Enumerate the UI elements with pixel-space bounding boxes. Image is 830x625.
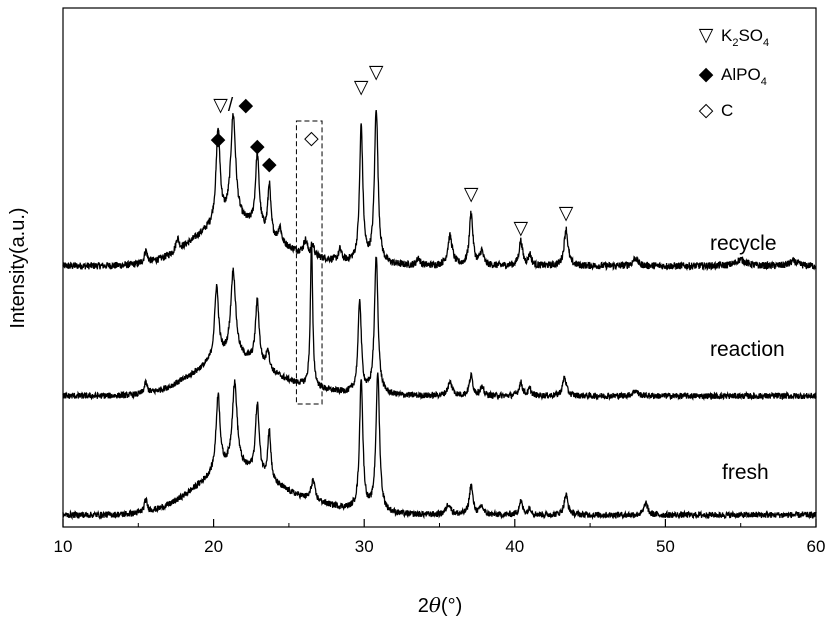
k2so4-peak-40-4: ▽ — [514, 218, 529, 239]
x-tick-label-20: 20 — [204, 537, 223, 556]
series-label-reaction: reaction — [710, 338, 785, 361]
mixed-peak-21-3: ▽/ ◆ — [213, 95, 253, 116]
x-axis-label-symbol: θ — [429, 593, 441, 617]
legend-item-2: ◇ C — [699, 100, 734, 121]
legend-symbol-2: ◇ — [699, 100, 714, 121]
x-axis-label-unit: (°) — [441, 595, 462, 617]
legend-text-1: AlPO4 — [721, 65, 767, 88]
k2so4-peak-29-8: ▽ — [354, 77, 369, 98]
x-tick-label-50: 50 — [656, 537, 675, 556]
x-tick-label-40: 40 — [505, 537, 524, 556]
series-line-recycle — [62, 110, 817, 272]
legend-text-2: C — [721, 101, 733, 120]
legend-text-part: 4 — [761, 76, 767, 88]
x-axis-label-prefix: 2 — [418, 595, 429, 617]
y-axis-label: Intensity(a.u.) — [7, 207, 29, 328]
legend-text-part: 2 — [732, 37, 738, 49]
series-line-reaction — [62, 241, 817, 402]
series-line-fresh — [62, 372, 817, 521]
alpo4-peak-22-9: ◆ — [250, 136, 265, 157]
legend-symbol-0: ▽ — [699, 25, 714, 46]
legend-text-part: 4 — [763, 37, 769, 49]
carbon-highlight-box — [295, 120, 323, 405]
series-label-fresh: fresh — [722, 461, 769, 484]
x-tick-label-10: 10 — [54, 537, 73, 556]
legend-text-part: SO — [738, 26, 763, 45]
k2so4-peak-37-1: ▽ — [464, 184, 479, 205]
legend: ▽ K2SO4◆ AlPO4◇ C — [699, 25, 769, 121]
annotation-layer: ▽▽▽▽▽▽/ ◆◆ ◆◆◇ — [211, 62, 574, 239]
carbon-peak-26-5: ◇ — [304, 128, 319, 149]
series-label-layer: recycle reaction fresh — [710, 232, 785, 484]
legend-item-0: ▽ K2SO4 — [699, 25, 769, 49]
x-axis: 10 20 30 40 50 60 — [54, 519, 826, 556]
legend-text-part: AlPO — [721, 65, 761, 84]
legend-symbol-1: ◆ — [699, 64, 714, 85]
alpo4-peak-20-3: ◆ — [211, 129, 226, 150]
x-tick-label-60: 60 — [807, 537, 826, 556]
series-label-recycle: recycle — [710, 232, 777, 255]
x-tick-label-30: 30 — [355, 537, 374, 556]
k2so4-peak-30-8: ▽ — [369, 62, 384, 83]
legend-item-1: ◆ AlPO4 — [699, 64, 767, 88]
k2so4-peak-43-4: ▽ — [559, 203, 574, 224]
legend-text-part: K — [721, 26, 733, 45]
x-axis-label: 2θ(°) — [418, 593, 463, 617]
series-layer — [62, 110, 817, 521]
legend-text-part: C — [721, 101, 733, 120]
alpo4-peak-23-7: ◆ — [262, 154, 277, 175]
legend-text-0: K2SO4 — [721, 26, 769, 49]
